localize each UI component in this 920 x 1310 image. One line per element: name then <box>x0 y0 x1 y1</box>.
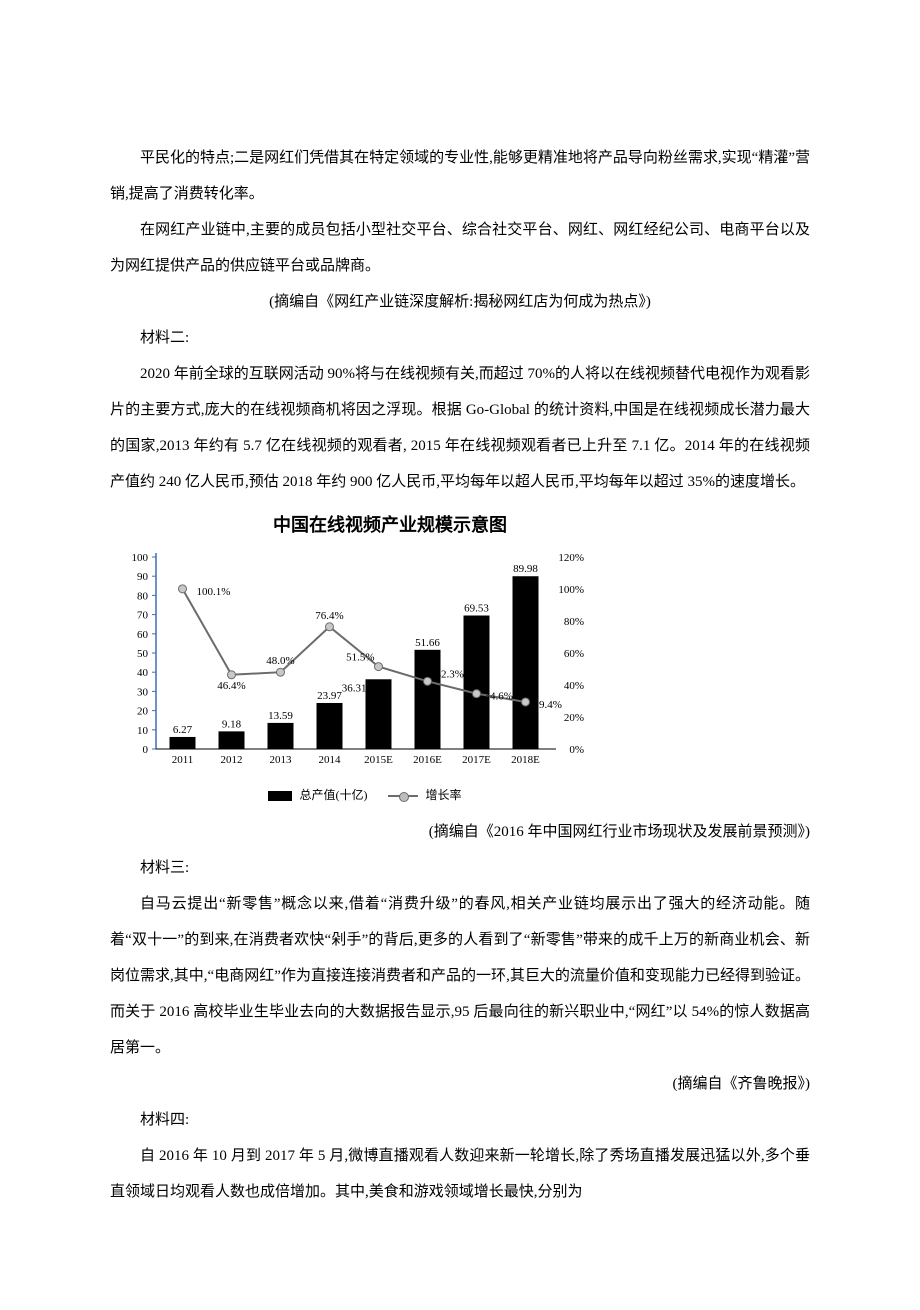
svg-text:2018E: 2018E <box>511 754 540 766</box>
svg-text:70: 70 <box>137 610 149 622</box>
svg-text:42.3%: 42.3% <box>436 669 464 681</box>
svg-text:36.31: 36.31 <box>342 682 367 694</box>
svg-text:80: 80 <box>137 591 149 603</box>
svg-text:20: 20 <box>137 706 149 718</box>
svg-text:29.4%: 29.4% <box>534 699 562 711</box>
svg-text:13.59: 13.59 <box>268 710 293 722</box>
svg-text:2012: 2012 <box>221 754 243 766</box>
svg-text:46.4%: 46.4% <box>217 680 245 692</box>
svg-text:80%: 80% <box>564 616 584 628</box>
source-2: (摘编自《2016 年中国网红行业市场现状及发展前景预测》) <box>110 814 810 850</box>
svg-text:76.4%: 76.4% <box>315 610 343 622</box>
svg-text:100.1%: 100.1% <box>197 586 231 598</box>
svg-text:48.0%: 48.0% <box>266 655 294 667</box>
svg-text:100: 100 <box>132 552 149 564</box>
svg-text:2017E: 2017E <box>462 754 491 766</box>
svg-text:69.53: 69.53 <box>464 603 489 615</box>
source-3: (摘编自《齐鲁晚报》) <box>110 1066 810 1102</box>
paragraph-5: 自 2016 年 10 月到 2017 年 5 月,微博直播观看人数迎来新一轮增… <box>110 1138 810 1210</box>
svg-text:40: 40 <box>137 667 149 679</box>
paragraph-2: 在网红产业链中,主要的成员包括小型社交平台、综合社交平台、网红、网红经纪公司、电… <box>110 212 810 284</box>
source-1: (摘编自《网红产业链深度解析:揭秘网红店为何成为热点》) <box>110 284 810 320</box>
chart-title: 中国在线视频产业规模示意图 <box>170 504 610 547</box>
svg-text:2011: 2011 <box>172 754 194 766</box>
svg-text:30: 30 <box>137 687 149 699</box>
svg-text:90: 90 <box>137 571 149 583</box>
svg-text:2016E: 2016E <box>413 754 442 766</box>
svg-text:100%: 100% <box>558 584 584 596</box>
svg-text:6.27: 6.27 <box>173 724 193 736</box>
chart-legend: 总产值(十亿) 增长率 <box>110 781 610 810</box>
legend-line-label: 增长率 <box>425 788 461 802</box>
svg-text:40%: 40% <box>564 680 584 692</box>
svg-text:60: 60 <box>137 629 149 641</box>
svg-text:23.97: 23.97 <box>317 690 342 702</box>
svg-text:50: 50 <box>137 648 149 660</box>
svg-text:89.98: 89.98 <box>513 563 538 575</box>
chart-container: 中国在线视频产业规模示意图 0 10 20 30 40 50 60 70 80 90 100 0% 20… <box>110 504 610 810</box>
paragraph-4: 自马云提出“新零售”概念以来,借着“消费升级”的春风,相关产业链均展示出了强大的… <box>110 886 810 1066</box>
material-2-label: 材料二: <box>110 320 810 356</box>
svg-text:2015E: 2015E <box>364 754 393 766</box>
svg-text:0%: 0% <box>569 744 584 756</box>
svg-text:0: 0 <box>143 744 149 756</box>
svg-text:20%: 20% <box>564 712 584 724</box>
chart-svg: 0 10 20 30 40 50 60 70 80 90 100 0% 20% 40% 60% 80% 100%… <box>110 549 610 779</box>
legend-bar-swatch <box>268 791 292 801</box>
legend-bar-label: 总产值(十亿) <box>299 788 367 802</box>
chart-plot-area: 0 10 20 30 40 50 60 70 80 90 100 0% 20% 40% 60% 80% 100%… <box>110 549 610 779</box>
legend-line-swatch <box>388 791 418 801</box>
svg-text:34.6%: 34.6% <box>485 691 513 703</box>
svg-text:120%: 120% <box>558 552 584 564</box>
svg-text:51.66: 51.66 <box>415 637 440 649</box>
material-3-label: 材料三: <box>110 850 810 886</box>
svg-text:51.5%: 51.5% <box>346 652 374 664</box>
material-4-label: 材料四: <box>110 1102 810 1138</box>
svg-text:10: 10 <box>137 725 149 737</box>
paragraph-3: 2020 年前全球的互联网活动 90%将与在线视频有关,而超过 70%的人将以在… <box>110 356 810 500</box>
svg-text:2013: 2013 <box>270 754 293 766</box>
paragraph-1: 平民化的特点;二是网红们凭借其在特定领域的专业性,能够更精准地将产品导向粉丝需求… <box>110 140 810 212</box>
svg-text:9.18: 9.18 <box>222 719 242 731</box>
svg-text:2014: 2014 <box>319 754 342 766</box>
svg-text:60%: 60% <box>564 648 584 660</box>
